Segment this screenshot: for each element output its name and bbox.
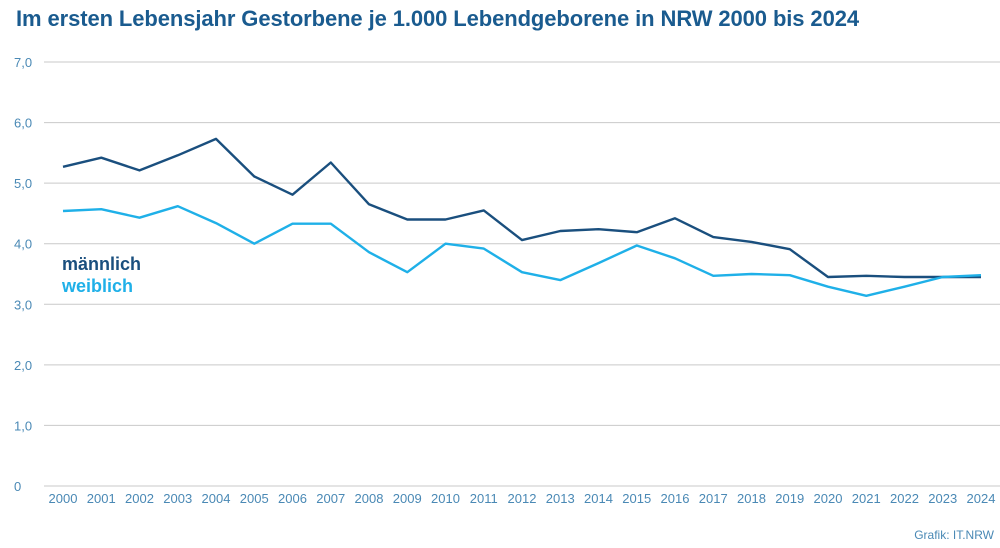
x-tick-label: 2020 [814,491,843,506]
y-tick-label: 7,0 [14,55,32,70]
x-tick-label: 2024 [967,491,996,506]
x-tick-label: 2007 [316,491,345,506]
gridlines [44,61,1000,487]
x-tick-label: 2003 [163,491,192,506]
x-tick-label: 2022 [890,491,919,506]
legend: männlich weiblich [61,254,141,296]
x-tick-label: 2017 [699,491,728,506]
x-tick-label: 2011 [470,491,498,506]
series-line-maennlich [62,137,981,279]
x-tick-label: 2005 [240,491,269,506]
series-lines [62,137,982,297]
y-tick-label: 2,0 [14,358,32,373]
x-tick-label: 2002 [125,491,154,506]
legend-label-maennlich: männlich [62,254,141,274]
series-line-weiblich [62,204,982,297]
y-tick-label: 5,0 [14,176,32,191]
x-tick-label: 2008 [355,491,384,506]
x-tick-label: 2000 [49,491,78,506]
x-tick-label: 2019 [775,491,804,506]
y-axis-ticks: 0 1,0 2,0 3,0 4,0 5,0 6,0 7,0 [14,55,32,494]
x-tick-label: 2012 [508,491,537,506]
y-tick-label: 1,0 [14,418,32,433]
x-tick-label: 2014 [584,491,613,506]
x-tick-label: 2013 [546,491,575,506]
x-tick-label: 2021 [852,491,881,506]
y-tick-label: 4,0 [14,237,32,252]
x-tick-label: 2018 [737,491,766,506]
x-tick-label: 2009 [393,491,422,506]
y-tick-label: 0 [14,479,21,494]
x-tick-label: 2023 [928,491,957,506]
chart-title: Im ersten Lebensjahr Gestorbene je 1.000… [16,6,859,31]
legend-label-weiblich: weiblich [61,276,133,296]
y-tick-label: 3,0 [14,297,32,312]
x-axis-ticks: 2000 2001 2002 2003 2004 2005 2006 2007 2008 2009… [49,491,996,506]
source-note: Grafik: IT.NRW [914,528,994,542]
x-tick-label: 2015 [622,491,651,506]
y-tick-label: 6,0 [14,116,32,131]
x-tick-label: 2001 [87,491,116,506]
x-tick-label: 2010 [431,491,460,506]
x-tick-label: 2006 [278,491,307,506]
x-tick-label: 2016 [661,491,690,506]
x-tick-label: 2004 [202,491,231,506]
